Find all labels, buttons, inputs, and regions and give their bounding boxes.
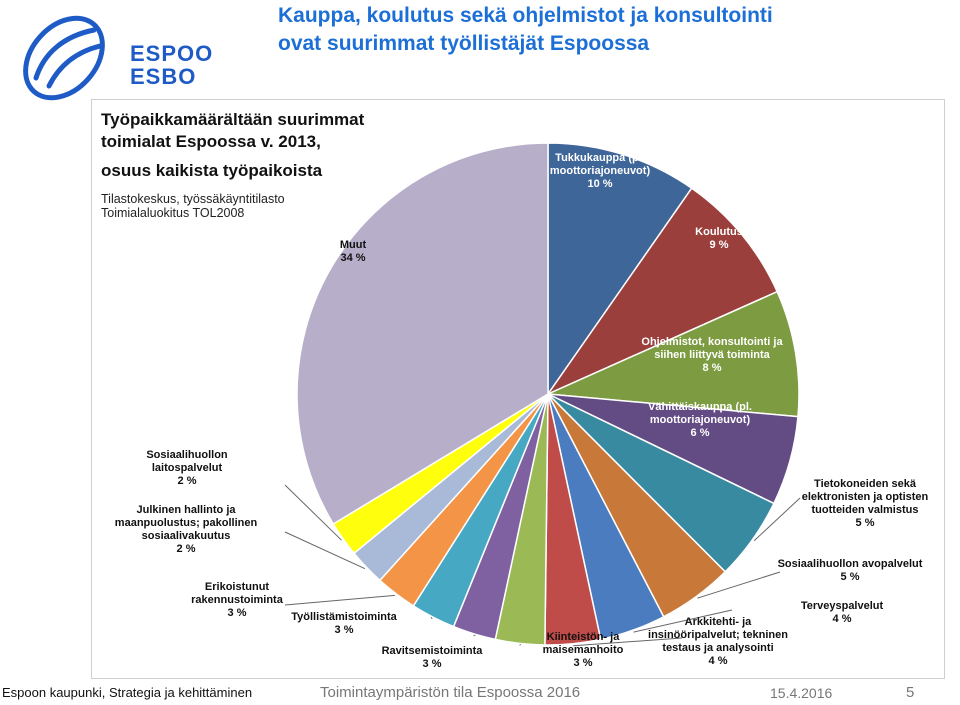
slice-value-label-7: 4 % [833,613,852,625]
slice-label-1: moottoriajoneuvot) [550,165,651,177]
page-title: Kauppa, koulutus sekä ohjelmistot ja kon… [278,2,948,58]
pie-slice-3 [545,290,800,418]
leader-line-12 [284,594,395,606]
slice-label-5: elektronisten ja optisten [802,491,929,503]
leader-line-5 [753,497,801,542]
pie-chart: Tukkukauppa (pl.moottoriajoneuvot)10 %Ko… [115,142,929,670]
slice-label-9: maisemanhoito [543,644,624,656]
slice-value-label-14: 2 % [178,475,197,487]
slice-value-label-2: 9 % [710,239,729,251]
pie-slice-15 [296,142,549,526]
chart-heading-line-2: toimialat Espoossa v. 2013, [101,132,321,151]
slice-label-3: siihen liittyvä toiminta [654,349,770,361]
logo-text-esbo: ESBO [130,64,197,89]
slice-value-label-8: 4 % [709,655,728,667]
slice-value-label-1: 10 % [587,178,612,190]
pie-slice-1 [547,142,693,397]
slice-value-label-5: 5 % [856,517,875,529]
leader-line-8 [573,637,683,647]
slice-label-8: Arkkitehti- ja [685,616,753,628]
slice-label-10: Ravitsemistoiminta [382,645,484,657]
slice-value-label-13: 2 % [177,543,196,555]
slice-value-label-12: 3 % [228,607,247,619]
slice-value-label-15: 34 % [340,252,365,264]
title-line-1: Kauppa, koulutus sekä ohjelmistot ja kon… [278,4,773,27]
footer-org: Espoon kaupunki, Strategia ja kehittämin… [2,685,253,700]
slice-value-label-10: 3 % [423,658,442,670]
slice-label-6: Sosiaalihuollon avopalvelut [778,558,923,570]
chart-heading-line-1: Työpaikkamäärältään suurimmat [101,110,365,129]
pie-slice-2 [545,187,779,396]
slice-value-label-3: 8 % [703,362,722,374]
slice-label-7: Terveyspalvelut [801,600,884,612]
leader-line-6 [697,571,781,599]
slice-label-14: laitospalvelut [152,462,223,474]
slice-label-12: Erikoistunut [205,581,270,593]
chart-frame: Työpaikkamäärältään suurimmat toimialat … [91,99,945,679]
slice-label-8: insinööripalvelut; tekninen [648,629,788,641]
logo-text-espoo: ESPOO [130,41,214,66]
chart-heading-line-3: osuus kaikista työpaikoista [101,161,323,180]
slice-label-13: maanpuolustus; pakollinen [115,517,258,529]
leader-line-7 [633,609,733,633]
espoo-logo-icon [23,15,105,101]
slice-value-label-11: 3 % [335,624,354,636]
slice-value-label-4: 6 % [691,427,710,439]
footer-date: 15.4.2016 [770,685,833,701]
leader-line-14 [284,484,342,541]
espoo-logo: ESPOO ESBO [14,8,212,108]
slice-value-label-6: 5 % [841,571,860,583]
slice-label-5: Tietokoneiden sekä [814,478,917,490]
slice-label-8: testaus ja analysointi [662,642,773,654]
slice-label-5: tuotteiden valmistus [812,504,919,516]
slice-label-9: Kiinteistön- ja [547,631,621,643]
slice-label-4: Vähittäiskauppa (pl. [648,401,752,413]
slice-label-1: Tukkukauppa (pl. [555,152,645,164]
leader-line-13 [284,531,366,570]
slice-label-15: Muut [340,239,367,251]
slice-label-14: Sosiaalihuollon [146,449,228,461]
slice-label-3: Ohjelmistot, konsultointi ja [641,336,783,348]
slice-label-12: rakennustoiminta [191,594,284,606]
slice-label-13: sosiaalivakuutus [142,530,231,542]
footer-page-number: 5 [906,684,915,701]
title-line-2: ovat suurimmat työllistäjät Espoossa [278,32,650,55]
chart-source-line-1: Tilastokeskus, työssäkäyntitilasto [101,192,285,206]
slice-label-13: Julkinen hallinto ja [136,504,236,516]
slice-value-label-9: 3 % [574,657,593,669]
chart-source-line-2: Toimialaluokitus TOL2008 [101,206,245,220]
footer-title: Toimintaympäristön tila Espoossa 2016 [320,684,581,701]
slice-label-11: Työllistämistoiminta [291,611,397,623]
slice-label-4: moottoriajoneuvot) [650,414,751,426]
slice-label-2: Koulutus [695,226,743,238]
